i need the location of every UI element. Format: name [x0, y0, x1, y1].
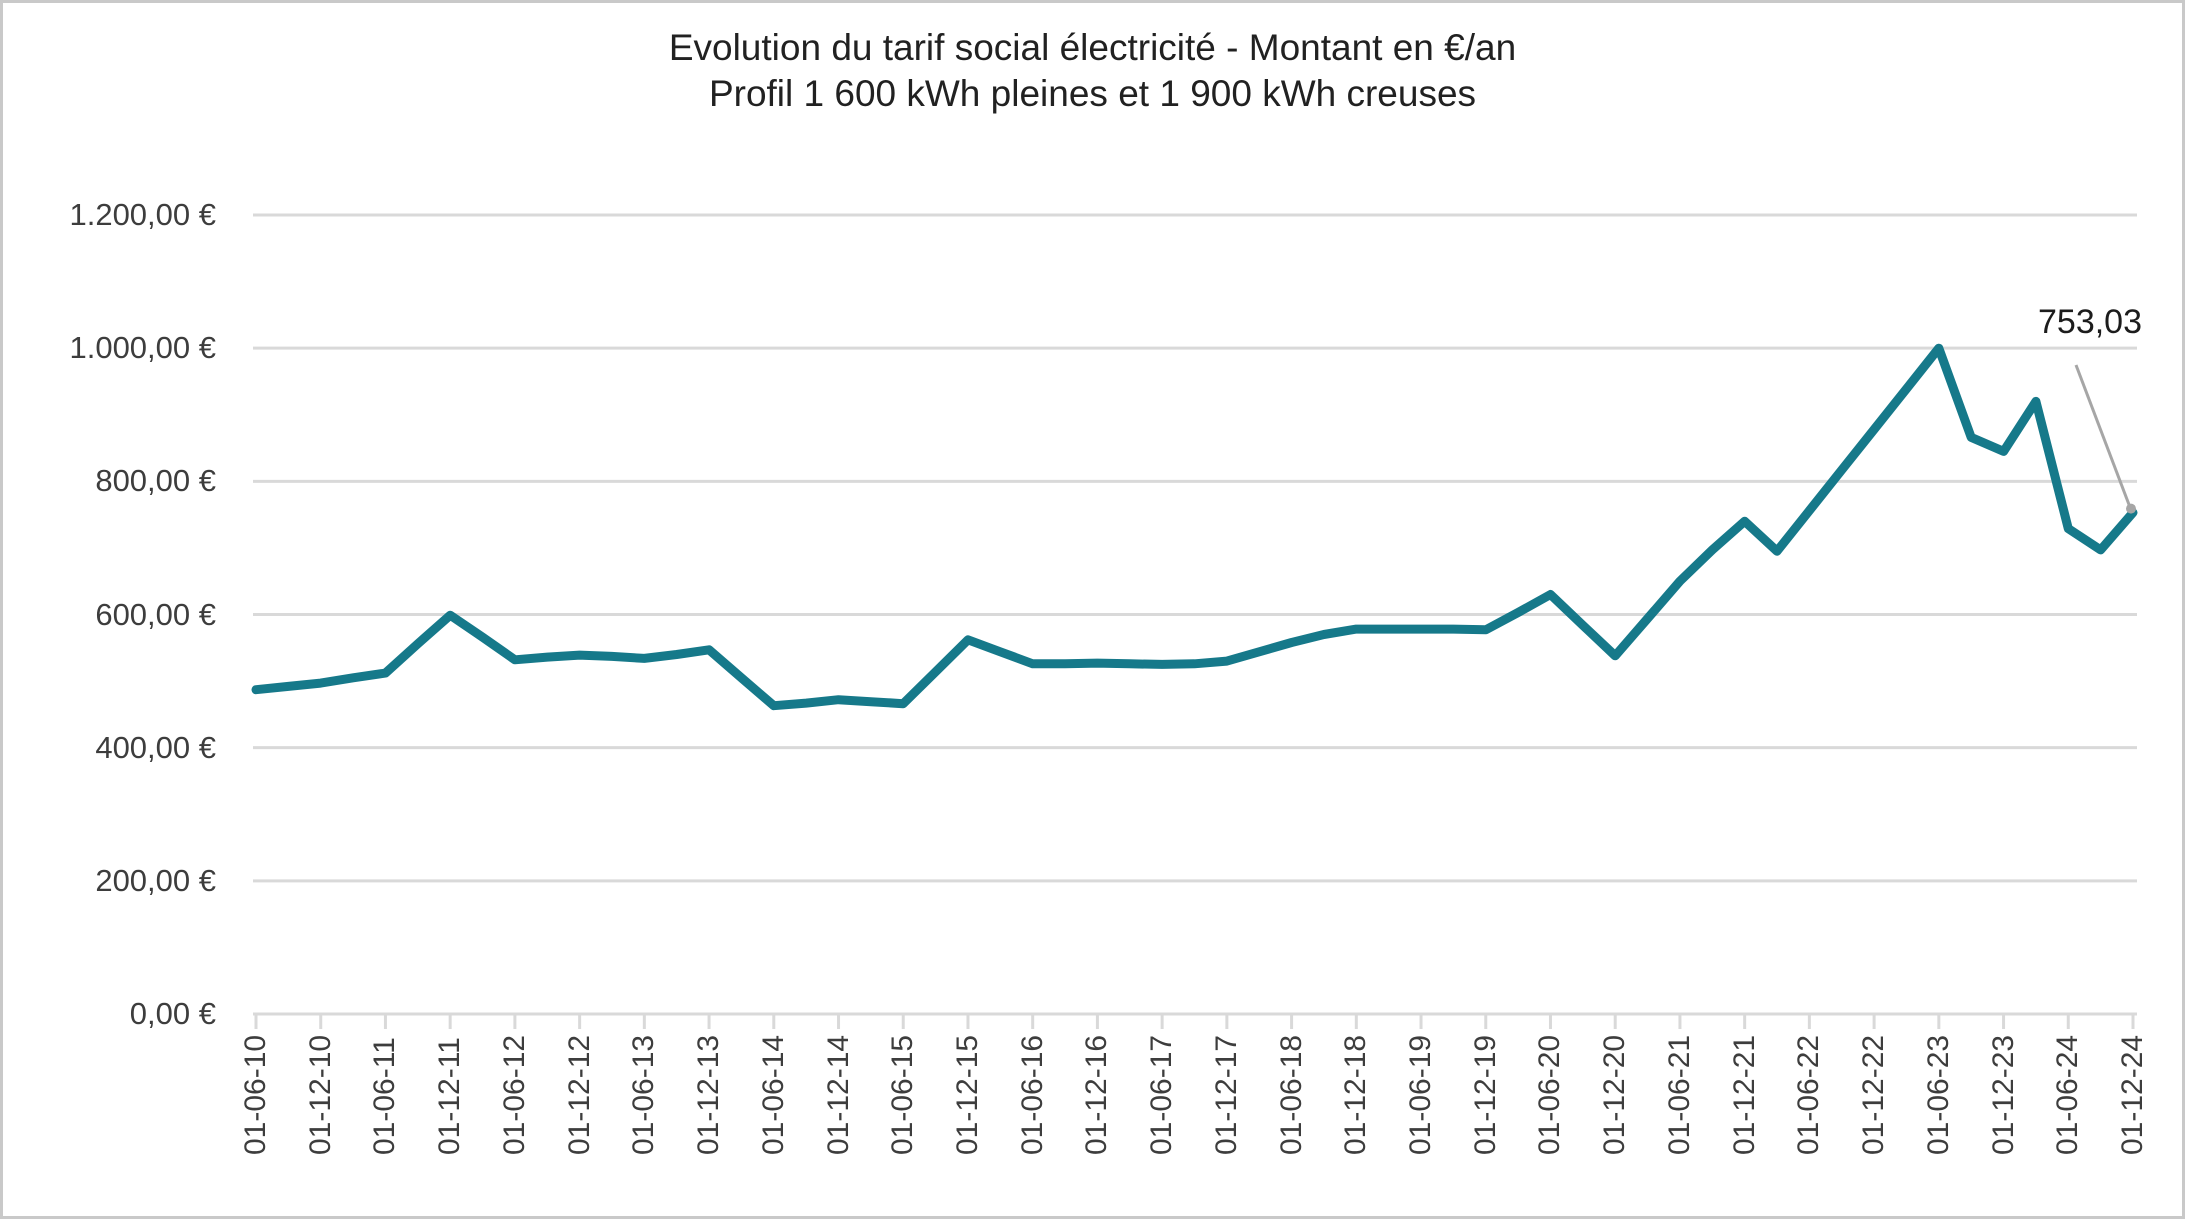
x-axis-label: 01-12-22: [1857, 1034, 1891, 1155]
x-axis-label: 01-12-11: [433, 1037, 467, 1155]
x-axis-label: 01-06-21: [1662, 1034, 1696, 1155]
y-axis-label: 800,00 €: [95, 463, 216, 499]
x-axis-label: 01-12-21: [1727, 1034, 1761, 1155]
x-axis-label: 01-06-22: [1792, 1034, 1826, 1155]
x-axis-label: 01-12-12: [562, 1034, 596, 1155]
annotation-leader-line: [2074, 364, 2131, 506]
x-axis-label: 01-12-10: [303, 1034, 337, 1155]
x-axis-label: 01-12-18: [1339, 1034, 1373, 1155]
y-axis-label: 1.000,00 €: [69, 330, 216, 366]
x-axis-label: 01-06-15: [886, 1034, 920, 1155]
x-axis-label: 01-06-16: [1015, 1034, 1049, 1155]
x-axis-label: 01-12-23: [1986, 1034, 2020, 1155]
chart-subtitle: Profil 1 600 kWh pleines et 1 900 kWh cr…: [708, 73, 1477, 114]
chart-title: Evolution du tarif social électricité - …: [668, 27, 1517, 68]
annotation-leader-dot: [2126, 503, 2136, 514]
x-axis-label: 01-12-20: [1598, 1034, 1632, 1155]
x-axis-label: 01-12-15: [950, 1034, 984, 1155]
x-axis-label: 01-06-20: [1533, 1034, 1567, 1155]
x-axis-label: 01-06-14: [756, 1034, 790, 1155]
y-axis-label: 600,00 €: [95, 596, 216, 632]
x-axis-label: 01-06-18: [1274, 1034, 1308, 1155]
x-axis-label: 01-12-24: [2116, 1034, 2149, 1155]
x-axis-label: 01-12-19: [1468, 1034, 1502, 1155]
plot-area: [251, 213, 2138, 1029]
x-axis-label: 01-06-13: [627, 1034, 661, 1155]
x-axis-label: 01-06-17: [1145, 1034, 1179, 1155]
y-axis-label: 0,00 €: [129, 996, 216, 1031]
x-axis-label: 01-06-23: [1921, 1034, 1955, 1155]
y-axis-label: 1.200,00 €: [69, 197, 216, 232]
series-line: [251, 343, 2138, 711]
x-axis-label: 01-06-19: [1404, 1034, 1438, 1155]
x-axis-label: 01-06-10: [239, 1034, 272, 1155]
y-axis-label: 400,00 €: [95, 729, 216, 765]
last-point-data-label: 753,03: [2038, 303, 2142, 341]
x-axis-label: 01-12-13: [692, 1034, 726, 1155]
x-axis-label: 01-12-17: [1209, 1034, 1243, 1155]
y-axis-label: 200,00 €: [95, 862, 216, 898]
x-axis-label: 01-12-14: [821, 1034, 855, 1155]
x-axis-label: 01-12-16: [1080, 1034, 1114, 1155]
x-axis-label: 01-06-11: [368, 1037, 402, 1155]
x-axis-label: 01-06-12: [497, 1034, 531, 1155]
x-axis-label: 01-06-24: [2051, 1034, 2085, 1155]
